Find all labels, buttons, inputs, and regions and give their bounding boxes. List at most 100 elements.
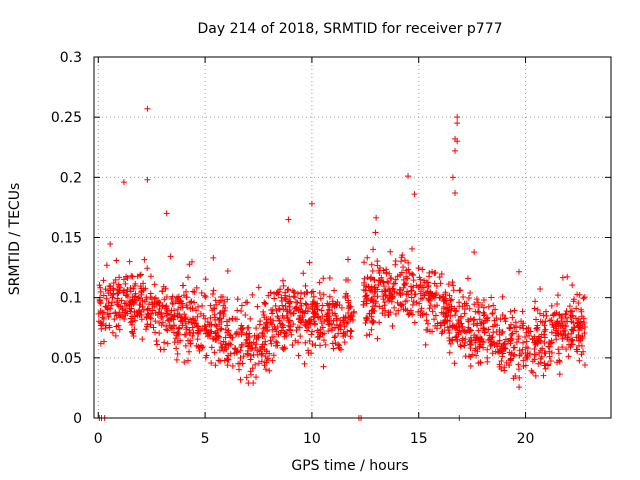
data-point <box>383 266 390 273</box>
data-point <box>452 325 459 332</box>
data-point <box>237 354 244 361</box>
x-axis: 0 5 10 15 20 <box>94 57 534 447</box>
data-point <box>444 304 451 311</box>
data-point <box>324 300 331 307</box>
data-point <box>425 320 432 327</box>
data-point <box>318 307 325 314</box>
data-point <box>212 330 219 337</box>
data-point <box>261 301 268 308</box>
data-point <box>475 337 482 344</box>
data-point <box>289 341 296 348</box>
data-point <box>261 341 268 348</box>
data-point <box>269 310 276 317</box>
data-point <box>340 330 347 337</box>
data-point <box>294 324 301 331</box>
data-point <box>371 302 378 309</box>
data-point <box>576 357 583 364</box>
data-point <box>410 298 417 305</box>
data-point <box>415 308 422 315</box>
data-point <box>138 311 145 318</box>
data-point <box>411 291 418 298</box>
data-point <box>434 325 441 332</box>
data-point <box>333 315 340 322</box>
data-point <box>508 336 515 343</box>
data-point <box>375 277 382 284</box>
data-point <box>117 314 124 321</box>
data-point <box>484 317 491 324</box>
data-point <box>127 288 134 295</box>
data-point <box>473 352 480 359</box>
data-point <box>343 277 350 284</box>
data-point <box>389 285 396 292</box>
data-point <box>473 296 480 303</box>
data-point <box>400 264 407 271</box>
data-point <box>199 302 206 309</box>
data-point <box>191 289 198 296</box>
data-point <box>453 333 460 340</box>
data-point <box>513 339 520 346</box>
data-point <box>454 338 461 345</box>
data-point <box>159 313 166 320</box>
data-point <box>120 288 127 295</box>
data-point <box>238 331 245 338</box>
data-point <box>476 309 483 316</box>
data-point <box>497 316 504 323</box>
data-point <box>580 348 587 355</box>
data-point <box>568 312 575 319</box>
data-point <box>250 339 257 346</box>
data-point <box>475 299 482 306</box>
data-point <box>217 315 224 322</box>
data-point <box>368 261 375 268</box>
data-point <box>303 301 310 308</box>
data-point <box>534 306 541 313</box>
data-point <box>295 339 302 346</box>
data-point <box>485 303 492 310</box>
data-point <box>210 335 217 342</box>
data-point <box>575 320 582 327</box>
data-point <box>417 276 424 283</box>
data-point <box>462 329 469 336</box>
data-point <box>285 216 292 223</box>
data-point <box>224 362 231 369</box>
data-point <box>390 280 397 287</box>
data-point <box>528 367 535 374</box>
data-point <box>216 347 223 354</box>
data-point <box>124 293 131 300</box>
data-point <box>121 309 128 316</box>
data-point <box>224 267 231 274</box>
data-point <box>387 248 394 255</box>
data-point <box>432 292 439 299</box>
data-point <box>273 328 280 335</box>
data-point <box>537 285 544 292</box>
data-point <box>182 314 189 321</box>
data-point <box>476 316 483 323</box>
data-point <box>537 359 544 366</box>
data-point <box>459 335 466 342</box>
data-point <box>364 254 371 261</box>
data-point <box>174 330 181 337</box>
data-point <box>555 320 562 327</box>
data-point <box>489 334 496 341</box>
data-point <box>408 270 415 277</box>
data-point <box>183 288 190 295</box>
data-point <box>426 305 433 312</box>
data-point <box>364 274 371 281</box>
data-point <box>328 325 335 332</box>
data-point <box>196 347 203 354</box>
data-point <box>177 314 184 321</box>
data-point <box>510 353 517 360</box>
data-point <box>286 300 293 307</box>
data-point <box>314 327 321 334</box>
data-point <box>581 294 588 301</box>
data-point <box>186 261 193 268</box>
data-point <box>103 295 110 302</box>
data-point <box>97 319 104 326</box>
data-point <box>515 366 522 373</box>
data-point <box>124 275 131 282</box>
data-point <box>548 349 555 356</box>
data-point <box>183 331 190 338</box>
data-point <box>129 318 136 325</box>
data-point <box>310 288 317 295</box>
data-point <box>499 311 506 318</box>
data-point <box>522 333 529 340</box>
